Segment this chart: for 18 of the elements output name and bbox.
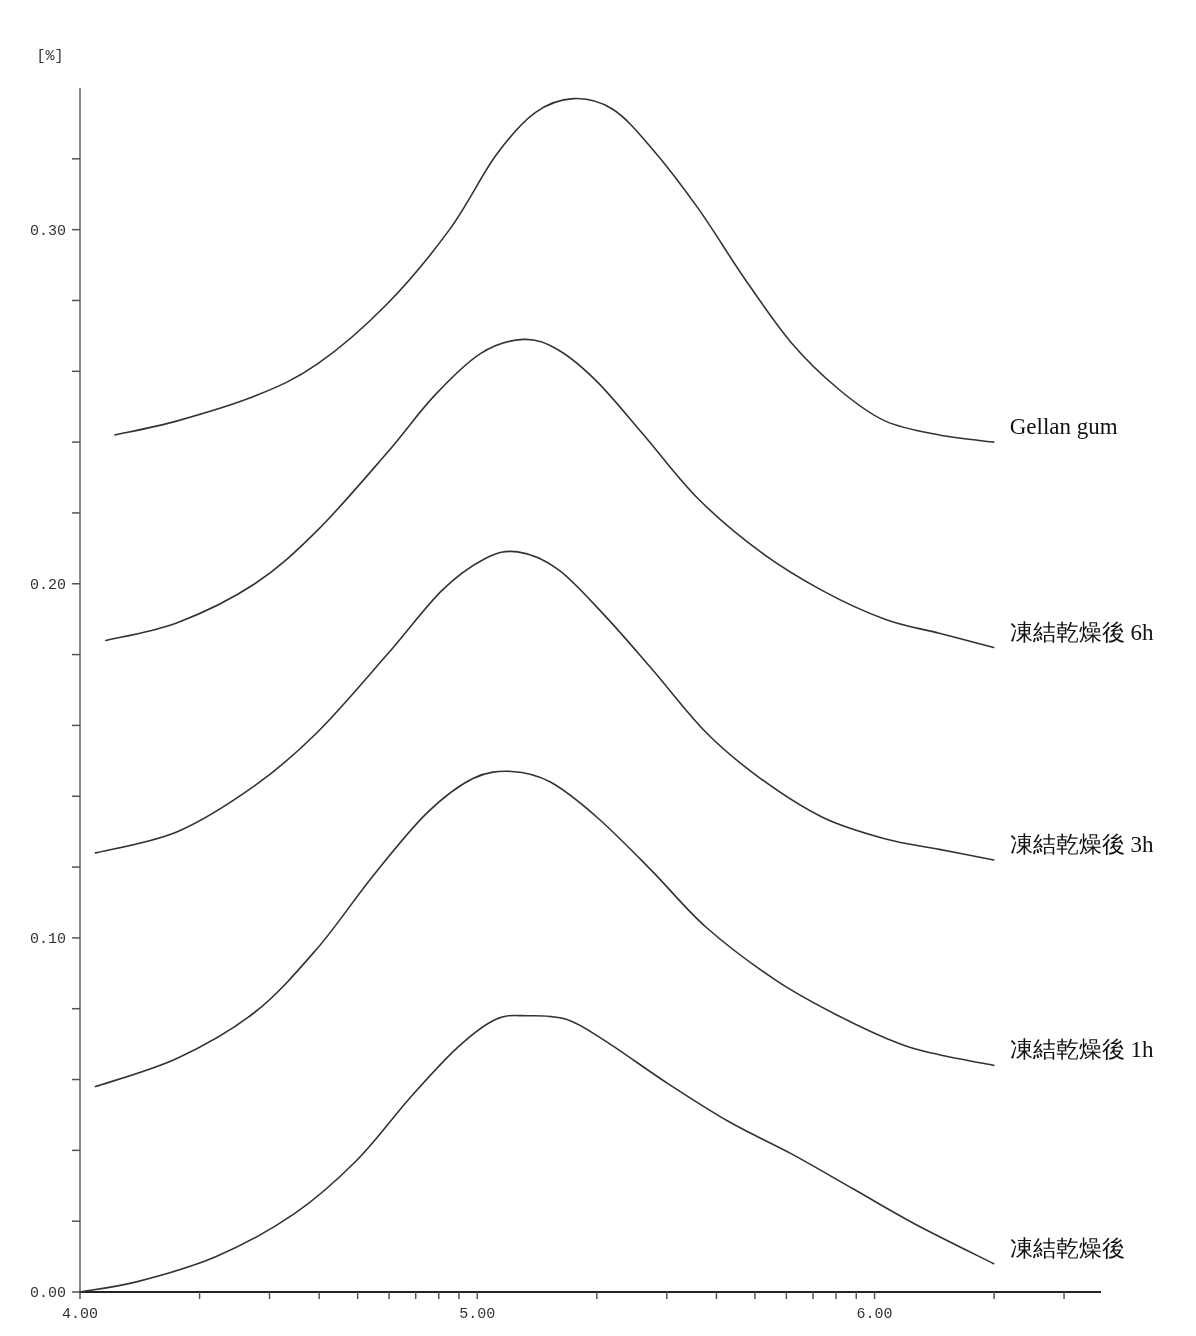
line-series <box>79 1014 995 1293</box>
series-label: 凍結乾燥後 <box>1009 1235 1125 1261</box>
y-tick-label: 0.30 <box>29 222 66 240</box>
y-tick-label: 0.20 <box>29 576 66 594</box>
series-label: 凍結乾燥後 1h <box>1009 1037 1154 1063</box>
x-tick-label: 6.00 <box>856 1306 893 1323</box>
x-tick-label: 5.00 <box>459 1306 496 1323</box>
y-tick-label: 0.10 <box>29 930 66 948</box>
line-series <box>94 550 995 861</box>
x-tick-label: 4.00 <box>61 1306 99 1323</box>
y-tick-label: 0.00 <box>29 1285 66 1302</box>
series-label: 凍結乾燥後 6h <box>1009 619 1154 645</box>
y-axis-title: [%] <box>36 48 64 65</box>
line-series <box>105 338 995 649</box>
series-label: Gellan gum <box>1009 414 1118 440</box>
series-label: 凍結乾燥後 3h <box>1009 831 1154 857</box>
line-series <box>94 770 995 1088</box>
line-series <box>114 97 995 443</box>
